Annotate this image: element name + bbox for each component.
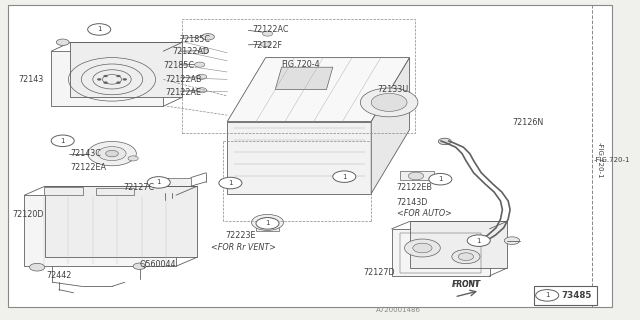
Polygon shape xyxy=(159,178,191,193)
Polygon shape xyxy=(410,221,507,268)
Polygon shape xyxy=(227,58,410,122)
Text: 1: 1 xyxy=(438,176,443,182)
Circle shape xyxy=(252,214,284,230)
Text: 72143: 72143 xyxy=(18,75,43,84)
Circle shape xyxy=(256,218,279,229)
Text: -FIG.720-1: -FIG.720-1 xyxy=(594,157,630,163)
Circle shape xyxy=(452,250,480,264)
Text: 72442: 72442 xyxy=(46,271,72,280)
Text: 72126N: 72126N xyxy=(512,118,543,127)
Text: 72185C: 72185C xyxy=(179,35,210,44)
Circle shape xyxy=(195,62,205,67)
Circle shape xyxy=(413,243,432,253)
Circle shape xyxy=(88,141,136,166)
Text: 1: 1 xyxy=(156,180,161,185)
Text: 72223E: 72223E xyxy=(225,231,256,240)
Polygon shape xyxy=(227,122,371,194)
Circle shape xyxy=(104,75,108,77)
Text: 72122EA: 72122EA xyxy=(70,163,106,172)
Text: 72185C: 72185C xyxy=(163,61,194,70)
Circle shape xyxy=(504,237,520,244)
Text: 1: 1 xyxy=(342,174,347,180)
Text: A720001486: A720001486 xyxy=(376,307,421,313)
Circle shape xyxy=(106,150,118,157)
Text: 72122F: 72122F xyxy=(253,41,283,50)
Circle shape xyxy=(258,218,277,227)
Circle shape xyxy=(116,75,120,77)
Circle shape xyxy=(219,177,242,189)
Circle shape xyxy=(198,49,209,54)
Text: 72122EB: 72122EB xyxy=(397,183,433,192)
Circle shape xyxy=(429,173,452,185)
Circle shape xyxy=(262,31,273,36)
Text: 72143D: 72143D xyxy=(397,198,428,207)
Polygon shape xyxy=(96,188,134,195)
Text: 72122AC: 72122AC xyxy=(253,25,289,34)
Circle shape xyxy=(360,88,418,117)
Text: 72122AE: 72122AE xyxy=(165,88,201,97)
Circle shape xyxy=(333,171,356,182)
FancyBboxPatch shape xyxy=(8,5,612,307)
Circle shape xyxy=(371,93,407,111)
Circle shape xyxy=(29,263,45,271)
Circle shape xyxy=(196,74,207,79)
FancyBboxPatch shape xyxy=(534,286,597,305)
Text: FRONT: FRONT xyxy=(452,280,479,289)
Polygon shape xyxy=(400,171,434,180)
Circle shape xyxy=(474,239,486,246)
Circle shape xyxy=(196,88,207,93)
Circle shape xyxy=(260,42,271,47)
Polygon shape xyxy=(45,186,197,257)
Text: 72127C: 72127C xyxy=(123,183,154,192)
Text: <FOR Rr VENT>: <FOR Rr VENT> xyxy=(211,243,276,252)
Circle shape xyxy=(408,172,424,180)
Text: 1: 1 xyxy=(97,27,102,32)
Polygon shape xyxy=(371,58,410,194)
Text: 1: 1 xyxy=(60,138,65,144)
Circle shape xyxy=(116,82,120,84)
Circle shape xyxy=(97,78,101,80)
Text: Q560044: Q560044 xyxy=(140,260,176,269)
Polygon shape xyxy=(275,67,333,90)
Circle shape xyxy=(128,156,138,161)
Text: 1: 1 xyxy=(545,292,550,298)
Text: 1: 1 xyxy=(228,180,233,186)
Text: 1: 1 xyxy=(265,220,270,226)
Text: 1: 1 xyxy=(476,238,481,244)
Circle shape xyxy=(536,290,559,301)
Text: -FIG.720-1: -FIG.720-1 xyxy=(597,142,603,178)
Text: 72133U: 72133U xyxy=(378,85,409,94)
Text: 72122AD: 72122AD xyxy=(173,47,210,56)
Circle shape xyxy=(104,82,108,84)
Polygon shape xyxy=(70,42,182,97)
Circle shape xyxy=(123,78,127,80)
Circle shape xyxy=(133,263,146,269)
Text: 72120D: 72120D xyxy=(13,210,44,219)
Circle shape xyxy=(458,253,474,260)
Polygon shape xyxy=(256,225,279,231)
Text: 72122AB: 72122AB xyxy=(165,75,202,84)
Polygon shape xyxy=(392,229,490,276)
Circle shape xyxy=(438,138,451,145)
Polygon shape xyxy=(44,187,83,195)
Circle shape xyxy=(404,239,440,257)
Circle shape xyxy=(98,147,126,161)
Text: FRONT: FRONT xyxy=(452,280,481,289)
Polygon shape xyxy=(24,195,176,266)
Circle shape xyxy=(56,39,69,45)
Circle shape xyxy=(202,34,214,40)
Text: 73485: 73485 xyxy=(561,291,591,300)
Text: FIG.720-4: FIG.720-4 xyxy=(282,60,320,69)
Text: <FOR AUTO>: <FOR AUTO> xyxy=(397,209,452,218)
Circle shape xyxy=(467,235,490,246)
Text: 72143C: 72143C xyxy=(70,149,101,158)
Circle shape xyxy=(147,177,170,188)
Text: 72127D: 72127D xyxy=(364,268,395,277)
Polygon shape xyxy=(51,51,163,106)
Circle shape xyxy=(51,135,74,147)
Circle shape xyxy=(88,24,111,35)
